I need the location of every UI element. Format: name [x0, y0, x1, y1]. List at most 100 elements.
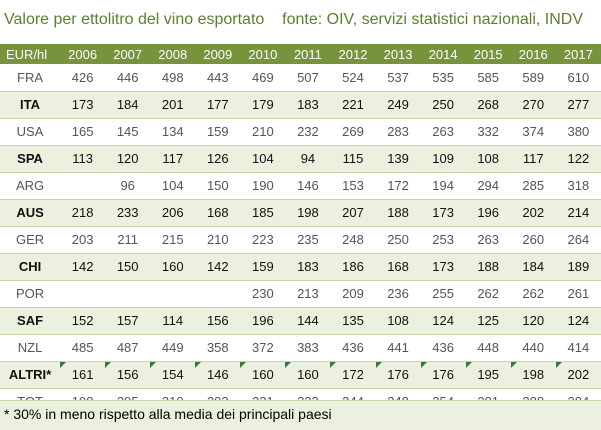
table-cell: 153 [342, 178, 364, 193]
table-cell: 104 [161, 178, 184, 193]
table-row: GER 203 211 215 210 223 235 248 250 253 263 260 264 [0, 226, 601, 253]
footnote-text: * 30% in meno rispetto alla media dei pr… [4, 406, 332, 422]
table-cell: 610 [567, 69, 590, 85]
table-row: SAF 152 157 114 156 196 144 135 108 124 125 120 124 [0, 307, 601, 334]
table-row: POR 230 213 209 236 255 262 262 261 [0, 280, 601, 307]
source-note: fonte: OIV, servizi statistici nazionali… [282, 11, 583, 28]
table-cell: 485 [71, 340, 94, 355]
table-cell: 426 [71, 69, 94, 85]
table-cell: 209 [342, 286, 364, 301]
table-cell: 196 [252, 313, 274, 328]
table-row: ARG 96 104 150 190 146 153 172 194 294 285 318 [0, 172, 601, 199]
table-body: FRA 426 446 498 443 469 507 524 537 535 585 589 610 I… [0, 64, 601, 415]
table-cell: 201 [161, 97, 184, 112]
table-cell: 211 [117, 232, 139, 247]
table-cell: 250 [432, 97, 454, 112]
table-cell: 146 [195, 361, 240, 388]
table-cell: 134 [161, 124, 184, 139]
table-cell: 214 [567, 205, 590, 220]
table-cell: 202 [522, 205, 545, 220]
table-cell: 139 [387, 151, 409, 166]
table-cell: 585 [477, 69, 500, 85]
table-cell: 372 [252, 340, 274, 355]
table-cell: 524 [342, 69, 364, 85]
table-cell: 232 [297, 124, 319, 139]
table-cell: 183 [297, 259, 319, 274]
table-cell: 332 [477, 124, 500, 139]
row-label: SPA [17, 151, 43, 166]
table-cell: 146 [297, 178, 319, 193]
table-cell: 125 [477, 313, 500, 328]
table-cell [60, 172, 105, 199]
table-cell: 223 [252, 232, 274, 247]
table-cell: 168 [206, 205, 229, 220]
table-cell: 198 [510, 361, 556, 388]
table-cell: 161 [60, 361, 105, 388]
table-cell: 248 [342, 232, 364, 247]
table-cell: 120 [522, 313, 545, 328]
table-cell: 173 [432, 259, 454, 274]
table-cell: 160 [161, 259, 184, 274]
table-cell: 263 [432, 124, 454, 139]
table-cell: 262 [522, 286, 545, 301]
header-row: EUR/hl 2006 2007 2008 2009 2010 2011 2012 2013 2… [0, 44, 601, 64]
table-cell: 358 [206, 340, 229, 355]
table-cell: 537 [387, 69, 409, 85]
table-cell: 176 [420, 361, 466, 388]
table-row: FRA 426 446 498 443 469 507 524 537 535 585 589 610 [0, 64, 601, 91]
table-cell: 159 [252, 259, 274, 274]
row-label: CHI [18, 259, 42, 274]
row-label: ARG [15, 178, 45, 193]
table-cell: 185 [252, 205, 274, 220]
table-cell: 262 [477, 286, 500, 301]
table-cell: 264 [567, 232, 590, 247]
year-header: 2016 [510, 44, 556, 64]
year-header: 2014 [420, 44, 466, 64]
table-cell: 156 [206, 313, 229, 328]
table-cell: 440 [522, 340, 545, 355]
table-cell: 202 [555, 361, 601, 388]
table-cell: 215 [161, 232, 184, 247]
table-cell: 498 [161, 69, 184, 85]
table-cell: 117 [522, 151, 544, 166]
table-cell [105, 280, 150, 307]
table-cell: 487 [116, 340, 139, 355]
wine-value-table: EUR/hl 2006 2007 2008 2009 2010 2011 2012 2013 2… [0, 44, 601, 416]
table-cell: 277 [567, 97, 590, 112]
table-cell: 285 [522, 178, 545, 193]
table-cell: 176 [375, 361, 421, 388]
table-cell: 446 [116, 69, 139, 85]
table-cell: 160 [285, 361, 330, 388]
table-cell: 150 [206, 178, 229, 193]
year-header: 2017 [555, 44, 601, 64]
table-cell: 135 [342, 313, 364, 328]
table-row: ALTRI* 161 156 154 146 160 160 172 176 176 195 198 2… [0, 361, 601, 388]
table-cell: 270 [522, 97, 545, 112]
table-cell: 249 [387, 97, 409, 112]
row-label: GER [15, 232, 45, 247]
table-cell: 184 [116, 97, 139, 112]
table-row: NZL 485 487 449 358 372 383 436 441 436 448 440 414 [0, 334, 601, 361]
year-header: 2012 [330, 44, 376, 64]
table-cell: 233 [116, 205, 139, 220]
table-cell [195, 280, 240, 307]
year-header: 2007 [105, 44, 151, 64]
table-cell: 250 [387, 232, 409, 247]
table-cell: 210 [206, 232, 229, 247]
table-cell: 114 [162, 313, 184, 328]
table-cell: 157 [116, 313, 139, 328]
table-cell: 165 [71, 124, 94, 139]
table-cell: 318 [567, 178, 590, 193]
table-cell: 263 [477, 232, 500, 247]
table-cell: 253 [432, 232, 454, 247]
table-cell: 173 [71, 97, 94, 112]
table-cell: 589 [522, 69, 545, 85]
table-cell: 150 [116, 259, 139, 274]
table-cell: 172 [387, 178, 409, 193]
table-cell: 507 [297, 69, 319, 85]
table-cell: 115 [342, 151, 364, 166]
table-cell: 195 [465, 361, 511, 388]
table-cell: 383 [297, 340, 319, 355]
table-cell: 160 [240, 361, 285, 388]
table-cell: 414 [567, 340, 590, 355]
